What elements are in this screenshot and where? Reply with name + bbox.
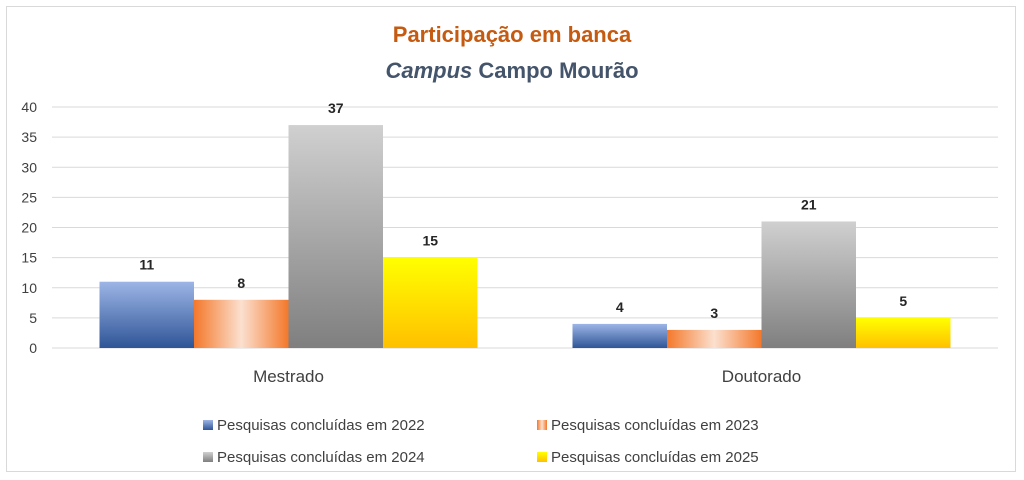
data-label: 8 <box>237 275 245 291</box>
y-tick-label: 10 <box>21 280 37 296</box>
data-label: 37 <box>328 100 344 116</box>
y-axis-ticks: 0 5 10 15 20 25 30 35 40 <box>21 99 37 356</box>
legend-swatch <box>203 452 213 462</box>
bar-mestrado-series-1 <box>99 281 194 348</box>
chart-title: Participação em banca <box>393 22 632 47</box>
y-tick-label: 15 <box>21 250 37 266</box>
category-label-mestrado: Mestrado <box>253 367 324 386</box>
legend-swatch <box>203 420 213 430</box>
legend-swatch <box>537 452 547 462</box>
bar-doutorado-series-4 <box>856 317 951 348</box>
bar-doutorado-series-3 <box>761 221 856 348</box>
bar-doutorado-series-2 <box>667 329 762 348</box>
legend-entry-3: Pesquisas concluídas em 2024 <box>217 449 425 466</box>
bar-mestrado-series-4 <box>383 257 478 348</box>
bar-mestrado-series-3 <box>288 125 383 348</box>
y-tick-label: 20 <box>21 220 37 236</box>
legend-swatch <box>537 420 547 430</box>
bar-doutorado-series-1 <box>572 323 667 348</box>
chart-subtitle: Campus Campo Mourão <box>385 58 638 83</box>
data-label: 5 <box>899 293 907 309</box>
data-label: 3 <box>710 305 718 321</box>
legend-entry-4: Pesquisas concluídas em 2025 <box>551 449 759 466</box>
y-tick-label: 25 <box>21 189 37 205</box>
y-tick-label: 40 <box>21 99 37 115</box>
data-label: 4 <box>616 299 624 315</box>
legend-entry-2: Pesquisas concluídas em 2023 <box>551 417 759 434</box>
data-label: 21 <box>801 196 817 212</box>
legend-entry-1: Pesquisas concluídas em 2022 <box>217 417 425 434</box>
bar-mestrado-series-2 <box>194 299 289 348</box>
y-tick-label: 35 <box>21 129 37 145</box>
subtitle-rest: Campo Mourão <box>472 58 638 83</box>
legend: Pesquisas concluídas em 2022 Pesquisas co… <box>203 417 759 466</box>
subtitle-italic: Campus <box>385 58 472 83</box>
data-labels: 11 8 37 15 4 3 21 5 <box>139 100 907 321</box>
y-tick-label: 5 <box>29 310 37 326</box>
y-tick-label: 30 <box>21 159 37 175</box>
bars <box>99 125 951 348</box>
y-tick-label: 0 <box>29 340 37 356</box>
x-axis-categories: Mestrado Doutorado <box>253 367 801 386</box>
data-label: 15 <box>422 233 438 249</box>
category-label-doutorado: Doutorado <box>722 367 801 386</box>
data-label: 11 <box>139 257 154 273</box>
